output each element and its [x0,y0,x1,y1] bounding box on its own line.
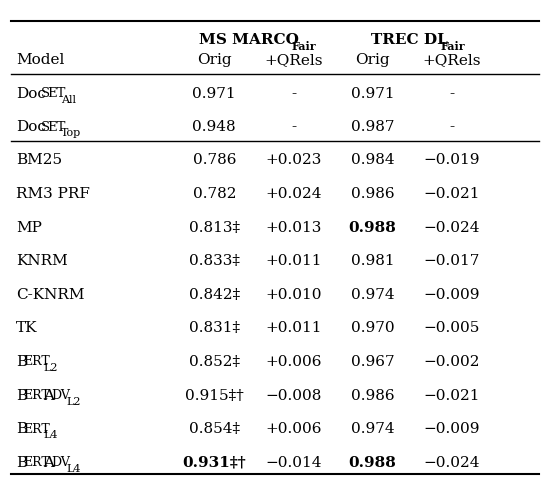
Text: Orig: Orig [355,52,390,67]
Text: 0.970: 0.970 [351,321,394,335]
Text: 0.987: 0.987 [351,121,394,134]
Text: MP: MP [16,221,42,235]
Text: Top: Top [61,128,81,139]
Text: B: B [16,389,28,402]
Text: B: B [16,422,28,436]
Text: DV: DV [51,389,70,402]
Text: -: - [449,87,454,101]
Text: C-KNRM: C-KNRM [16,288,85,302]
Text: 0.948: 0.948 [192,121,236,134]
Text: −0.005: −0.005 [424,321,480,335]
Text: ET: ET [47,121,66,134]
Text: RM3 PRF: RM3 PRF [16,187,90,201]
Text: 0.833‡: 0.833‡ [189,254,240,268]
Text: +QRels: +QRels [264,52,323,67]
Text: +0.013: +0.013 [265,221,322,235]
Text: KNRM: KNRM [16,254,68,268]
Text: 0.842‡: 0.842‡ [189,288,240,302]
Text: 0.974: 0.974 [351,288,394,302]
Text: MS MARCO: MS MARCO [199,33,299,47]
Text: 0.852‡: 0.852‡ [189,355,240,369]
Text: −0.021: −0.021 [424,389,480,402]
Text: BM25: BM25 [16,154,62,167]
Text: -: - [291,121,296,134]
Text: 0.986: 0.986 [351,187,394,201]
Text: +0.024: +0.024 [265,187,322,201]
Text: B: B [16,355,28,369]
Text: All: All [61,95,76,105]
Text: A: A [43,389,54,402]
Text: 0.988: 0.988 [349,221,397,235]
Text: L2: L2 [43,363,58,373]
Text: DV: DV [51,456,70,469]
Text: 0.931‡†: 0.931‡† [183,456,246,470]
Text: Orig: Orig [197,52,232,67]
Text: -: - [449,121,454,134]
Text: 0.974: 0.974 [351,422,394,436]
Text: 0.915‡†: 0.915‡† [185,389,244,402]
Text: Model: Model [16,52,65,67]
Text: 0.854‡: 0.854‡ [189,422,240,436]
Text: ERT: ERT [24,355,51,368]
Text: 0.967: 0.967 [351,355,394,369]
Text: Doc: Doc [16,121,46,134]
Text: −0.017: −0.017 [424,254,480,268]
Text: +0.010: +0.010 [265,288,322,302]
Text: ERT: ERT [24,423,51,435]
Text: +0.011: +0.011 [265,254,322,268]
Text: −0.002: −0.002 [424,355,480,369]
Text: 0.971: 0.971 [192,87,236,101]
Text: 0.782: 0.782 [192,187,236,201]
Text: 0.986: 0.986 [351,389,394,402]
Text: B: B [16,456,28,470]
Text: −0.009: −0.009 [424,288,480,302]
Text: -: - [291,87,296,101]
Text: 0.813‡: 0.813‡ [189,221,240,235]
Text: 0.988: 0.988 [349,456,397,470]
Text: 0.981: 0.981 [351,254,394,268]
Text: S: S [41,121,50,134]
Text: +0.011: +0.011 [265,321,322,335]
Text: +0.006: +0.006 [265,422,322,436]
Text: +QRels: +QRels [422,52,481,67]
Text: −0.024: −0.024 [424,456,480,470]
Text: ET: ET [47,87,66,100]
Text: A: A [43,456,54,470]
Text: Doc: Doc [16,87,46,101]
Text: −0.008: −0.008 [265,389,322,402]
Text: Fair: Fair [440,41,465,52]
Text: Fair: Fair [292,41,316,52]
Text: 0.971: 0.971 [351,87,394,101]
Text: +0.006: +0.006 [265,355,322,369]
Text: −0.024: −0.024 [424,221,480,235]
Text: −0.009: −0.009 [424,422,480,436]
Text: L2: L2 [66,397,80,407]
Text: L4: L4 [43,430,58,440]
Text: −0.021: −0.021 [424,187,480,201]
Text: +0.023: +0.023 [265,154,322,167]
Text: S: S [41,87,50,100]
Text: 0.831‡: 0.831‡ [189,321,240,335]
Text: TREC DL: TREC DL [371,33,448,47]
Text: ERT: ERT [24,456,51,469]
Text: L4: L4 [66,464,80,474]
Text: −0.019: −0.019 [424,154,480,167]
Text: −0.014: −0.014 [265,456,322,470]
Text: 0.984: 0.984 [351,154,394,167]
Text: TK: TK [16,321,38,335]
Text: 0.786: 0.786 [192,154,236,167]
Text: ERT: ERT [24,389,51,402]
